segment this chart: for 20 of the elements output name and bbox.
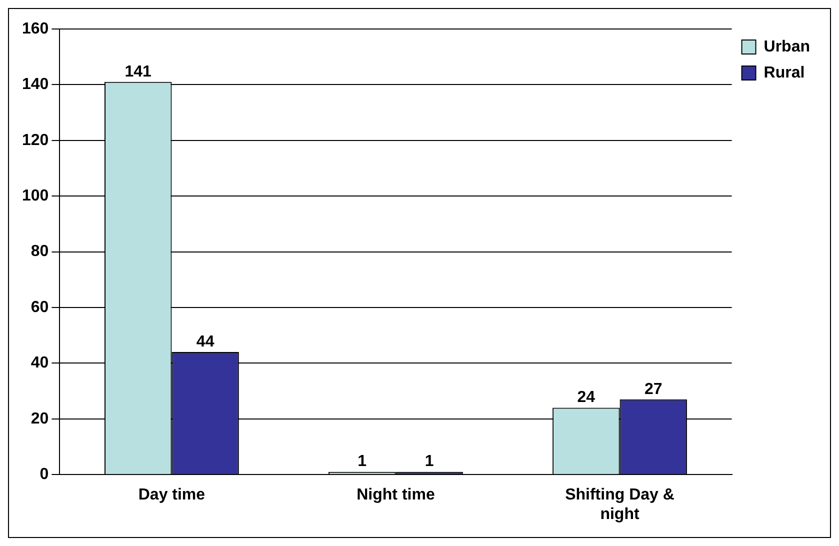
x-tick-label: Shifting Day & night xyxy=(565,486,675,523)
data-label: 1 xyxy=(358,453,367,470)
data-label: 24 xyxy=(577,389,596,406)
y-tick-label: 40 xyxy=(30,354,49,372)
y-tick-label: 140 xyxy=(22,76,49,94)
y-tick-label: 100 xyxy=(22,188,49,205)
data-label: 44 xyxy=(196,333,214,350)
data-label: 141 xyxy=(124,63,152,80)
y-tick-label: 160 xyxy=(22,20,49,38)
x-tick-label: Day time xyxy=(138,486,206,504)
y-tick-label: 80 xyxy=(30,243,49,260)
y-tick-label: 20 xyxy=(30,410,49,428)
legend-label: Rural xyxy=(764,64,805,82)
data-label: 1 xyxy=(424,453,434,470)
legend-label: Urban xyxy=(764,38,810,56)
y-tick-label: 0 xyxy=(40,466,49,484)
y-tick-label: 60 xyxy=(30,298,49,316)
data-label: 27 xyxy=(644,380,662,398)
y-tick-label: 120 xyxy=(22,132,49,149)
x-tick-label: Night time xyxy=(356,486,435,504)
